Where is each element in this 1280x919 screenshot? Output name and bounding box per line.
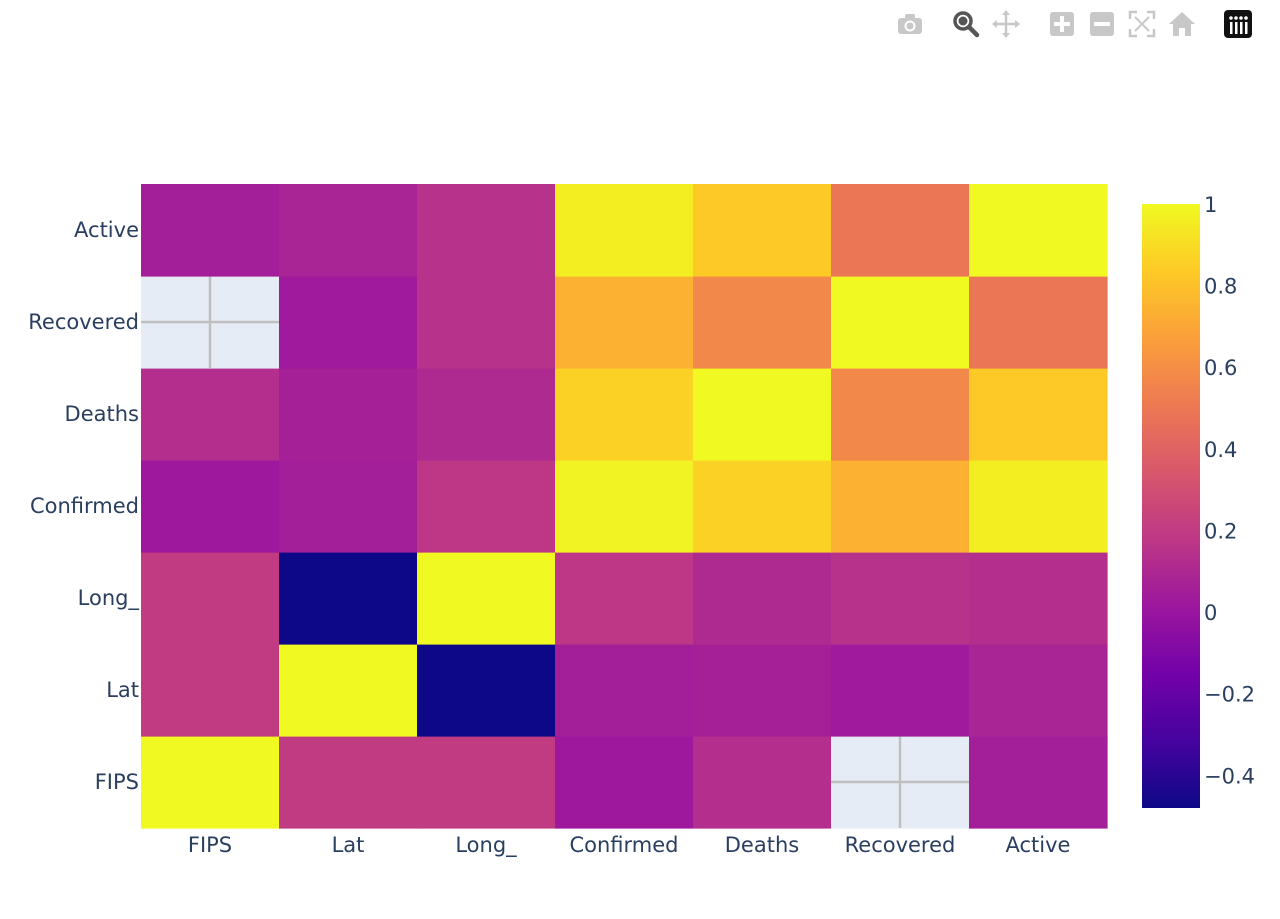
heatmap-cell[interactable] (969, 552, 1108, 645)
heatmap-cell[interactable] (693, 368, 832, 461)
heatmap-cell[interactable] (141, 644, 280, 737)
heatmap-cell[interactable] (693, 460, 832, 553)
y-tick-label: Long_ (78, 586, 140, 611)
heatmap-cell[interactable] (141, 552, 280, 645)
heatmap-cell[interactable] (141, 184, 280, 277)
colorbar-tick-label: 0.4 (1204, 438, 1237, 462)
heatmap-cell[interactable] (831, 276, 970, 369)
heatmap-cell[interactable] (831, 460, 970, 553)
plotly-logo-icon (1224, 10, 1252, 38)
x-tick-label: Lat (332, 833, 365, 857)
heatmap-cell[interactable] (555, 644, 694, 737)
heatmap-cell[interactable] (969, 736, 1108, 829)
colorbar-tick-label: −0.2 (1204, 683, 1255, 707)
heatmap-cell[interactable] (417, 736, 556, 829)
heatmap-cell[interactable] (693, 552, 832, 645)
heatmap-cell[interactable] (693, 644, 832, 737)
y-tick-label: Recovered (28, 310, 139, 334)
colorbar-ticks: 1 0.8 0.6 0.4 0.2 0 −0.2 −0.4 (1204, 193, 1255, 788)
heatmap-cell[interactable] (417, 644, 556, 737)
zoom-in-button[interactable] (1042, 4, 1082, 44)
autoscale-button[interactable] (1122, 4, 1162, 44)
plotly-logo-button[interactable] (1218, 4, 1258, 44)
y-tick-label: Active (74, 218, 139, 242)
y-tick-label: Confirmed (30, 494, 139, 518)
heatmap-cell[interactable] (555, 276, 694, 369)
heatmap-cell[interactable] (417, 184, 556, 277)
colorbar-tick-label: 0 (1204, 601, 1217, 625)
heatmap-cell[interactable] (555, 736, 694, 829)
colorbar-tick-label: −0.4 (1204, 764, 1255, 788)
heatmap-cell[interactable] (141, 460, 280, 553)
heatmap-cell[interactable] (417, 552, 556, 645)
heatmap-cell[interactable] (969, 184, 1108, 277)
heatmap-cell[interactable] (555, 368, 694, 461)
x-tick-label: Confirmed (569, 833, 678, 857)
heatmap-cell[interactable] (693, 276, 832, 369)
x-tick-label: Recovered (845, 833, 956, 857)
modebar (890, 4, 1258, 44)
heatmap-cell[interactable] (279, 460, 418, 553)
heatmap-cell[interactable] (279, 736, 418, 829)
heatmap-cell[interactable] (969, 276, 1108, 369)
heatmap-cells (141, 184, 1108, 829)
heatmap-cell[interactable] (555, 552, 694, 645)
reset-axes-button[interactable] (1162, 4, 1202, 44)
heatmap-cell[interactable] (555, 184, 694, 277)
heatmap-cell[interactable] (279, 276, 418, 369)
download-png-button[interactable] (890, 4, 930, 44)
colorbar-tick-label: 0.2 (1204, 519, 1237, 543)
y-axis-ticks: FIPS Lat Long_ Confirmed Deaths Recovered Acti… (28, 218, 139, 794)
heatmap-cell[interactable] (417, 276, 556, 369)
pan-button[interactable] (986, 4, 1026, 44)
heatmap-cell[interactable] (969, 644, 1108, 737)
colorbar-tick-label: 1 (1204, 193, 1217, 217)
x-axis-ticks: FIPS Lat Long_ Confirmed Deaths Recovered Acti… (188, 833, 1071, 858)
home-icon (1169, 12, 1195, 36)
zoom-button[interactable] (946, 4, 986, 44)
colorbar (1142, 204, 1200, 808)
heatmap-cell[interactable] (279, 368, 418, 461)
heatmap-cell[interactable] (279, 552, 418, 645)
autoscale-icon (1128, 10, 1156, 38)
heatmap-cell[interactable] (555, 460, 694, 553)
x-tick-label: Deaths (725, 833, 799, 857)
y-tick-label: Deaths (65, 402, 139, 426)
heatmap-cell[interactable] (831, 644, 970, 737)
zoom-in-icon (1050, 12, 1074, 36)
heatmap-cell[interactable] (141, 368, 280, 461)
heatmap-cell[interactable] (417, 460, 556, 553)
heatmap-cell[interactable] (969, 460, 1108, 553)
heatmap-cell[interactable] (969, 368, 1108, 461)
y-tick-label: Lat (106, 678, 139, 702)
heatmap-cell[interactable] (279, 644, 418, 737)
x-tick-label: Long_ (455, 833, 517, 858)
zoom-out-button[interactable] (1082, 4, 1122, 44)
pan-icon (992, 10, 1020, 38)
x-tick-label: FIPS (188, 833, 232, 857)
camera-icon (898, 14, 922, 34)
heatmap-cell[interactable] (141, 736, 280, 829)
colorbar-tick-label: 0.6 (1204, 356, 1237, 380)
heatmap-cell[interactable] (831, 368, 970, 461)
zoom-icon (953, 11, 980, 38)
heatmap-cell[interactable] (693, 184, 832, 277)
y-tick-label: FIPS (95, 770, 139, 794)
heatmap-cell[interactable] (693, 736, 832, 829)
zoom-out-icon (1090, 12, 1114, 36)
x-tick-label: Active (1006, 833, 1071, 857)
heatmap-cell[interactable] (417, 368, 556, 461)
heatmap-cell[interactable] (831, 552, 970, 645)
heatmap-cell[interactable] (279, 184, 418, 277)
heatmap-cell[interactable] (831, 184, 970, 277)
colorbar-tick-label: 0.8 (1204, 275, 1237, 299)
